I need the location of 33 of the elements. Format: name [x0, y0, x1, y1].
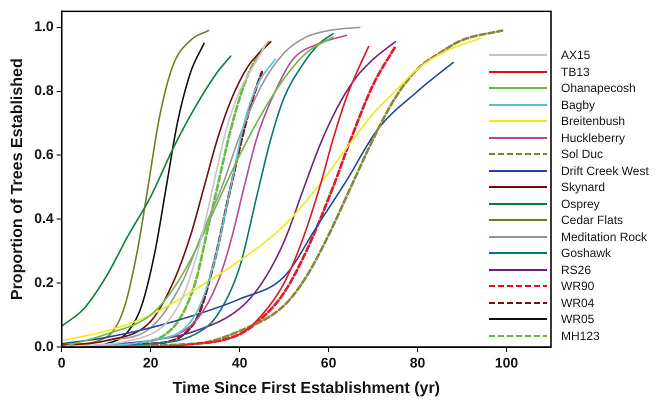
- y-axis-title: Proportion of Trees Established: [9, 58, 26, 300]
- x-axis-title: Time Since First Establishment (yr): [172, 380, 440, 397]
- x-tick-label: 100: [494, 354, 518, 370]
- legend-label: Drift Creek West: [561, 164, 649, 178]
- legend-label: Breitenbush: [561, 114, 626, 128]
- x-tick-label: 60: [320, 354, 337, 370]
- legend-label: Bagby: [561, 98, 596, 112]
- line-series: [62, 55, 232, 328]
- x-tick-label: 40: [232, 354, 248, 370]
- legend-label: Meditation Rock: [561, 230, 648, 244]
- y-tick-label: 0.4: [34, 210, 54, 226]
- legend-label: Sol Duc: [561, 147, 604, 162]
- y-tick-label: 0.8: [34, 82, 54, 98]
- y-tick-label: 1.0: [34, 18, 54, 34]
- y-tick-label: 0.6: [34, 146, 54, 162]
- legend-label: MH123: [561, 328, 600, 343]
- legend-label: RS26: [561, 262, 592, 277]
- y-tick-label: 0.0: [34, 338, 54, 354]
- legend-label: WR05: [561, 312, 594, 326]
- x-tick-label: 20: [142, 354, 159, 370]
- legend-label: WR90: [561, 279, 594, 294]
- legend-label: Ohanapecosh: [561, 81, 636, 96]
- legend-label: Cedar Flats: [561, 213, 624, 228]
- legend-label: WR04: [561, 296, 594, 310]
- legend-label: Skynard: [561, 180, 606, 194]
- legend-label: AX15: [561, 48, 590, 62]
- y-tick-label: 0.2: [34, 274, 54, 290]
- legend-label: Huckleberry: [561, 130, 626, 145]
- legend-label: Goshawk: [561, 246, 612, 260]
- legend-label: Osprey: [561, 196, 600, 211]
- x-tick-label: 0: [58, 354, 66, 370]
- legend-label: TB13: [561, 64, 590, 79]
- x-tick-label: 80: [410, 354, 426, 370]
